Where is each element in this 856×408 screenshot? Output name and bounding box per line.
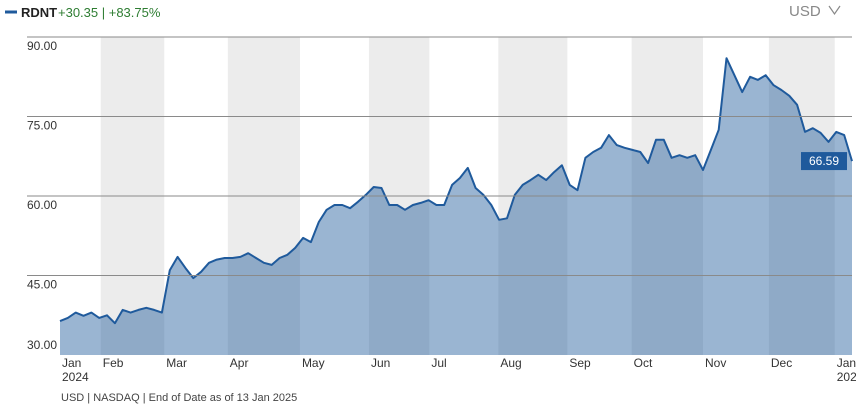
price-change: +30.35 | +83.75% [58, 5, 161, 20]
y-tick-label: 60.00 [27, 198, 57, 212]
x-tick-label: Aug [500, 356, 521, 370]
y-tick-label: 45.00 [27, 278, 57, 292]
x-tick-label: Jul [431, 356, 446, 370]
x-tick-label: Jan [62, 356, 81, 370]
x-tick-label: Nov [705, 356, 726, 370]
y-tick-label: 90.00 [27, 39, 57, 53]
last-value-label: 66.59 [809, 154, 839, 168]
area-fill [60, 58, 852, 355]
x-tick-label: Jan [837, 356, 856, 370]
plot: 66.59 [59, 57, 853, 355]
x-tick-label: Dec [771, 356, 792, 370]
grid [27, 36, 852, 276]
x-tick-label: May [302, 356, 325, 370]
currency-selector[interactable]: USD [789, 3, 821, 20]
x-tick-label: Mar [166, 356, 187, 370]
price-line [59, 57, 853, 325]
y-tick-label: 30.00 [27, 338, 57, 352]
x-tick-label: Jun [371, 356, 390, 370]
y-tick-label: 75.00 [27, 119, 57, 133]
x-tick-sublabel: 2025 [837, 370, 856, 384]
x-tick-label: Oct [634, 356, 653, 370]
last-value-box [801, 152, 847, 171]
dropdown-chevron[interactable] [828, 5, 841, 16]
footer: USD | NASDAQ | End of Date as of 13 Jan … [61, 392, 297, 404]
x-tick-sublabel: 2024 [62, 370, 89, 384]
x-tick-label: Feb [103, 356, 124, 370]
x-tick-label: Apr [230, 356, 249, 370]
symbol: RDNT [21, 5, 57, 20]
x-tick-label: Sep [569, 356, 591, 370]
